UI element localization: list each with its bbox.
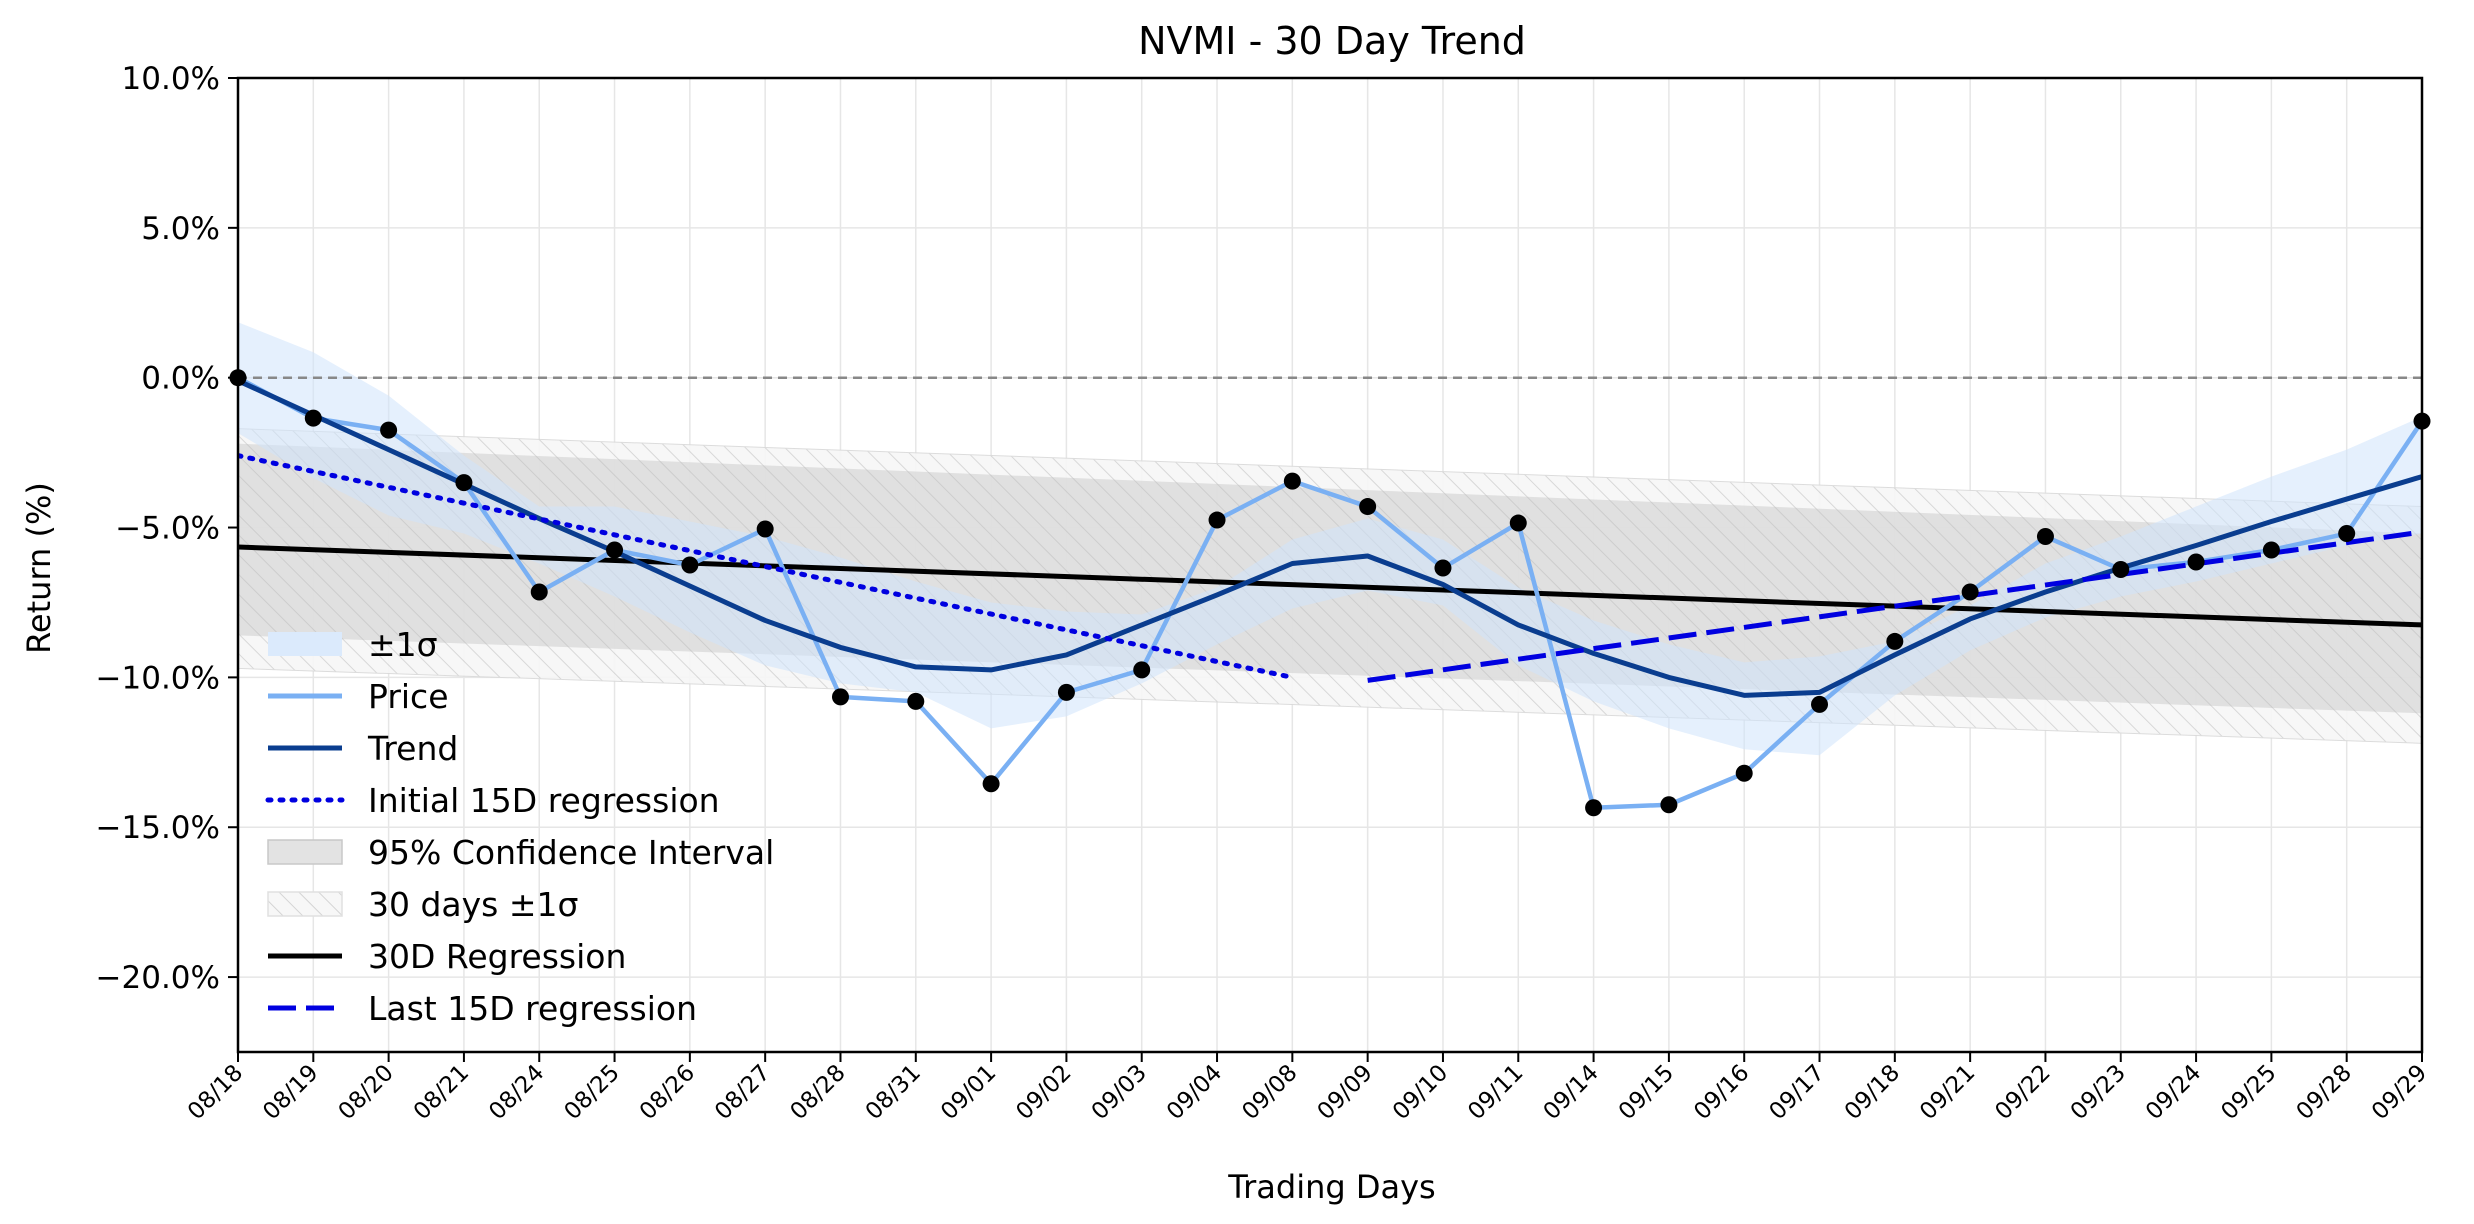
band-sigma bbox=[238, 322, 2422, 756]
price-point bbox=[380, 421, 398, 439]
legend-item: Last 15D regression bbox=[268, 989, 697, 1028]
chart-title: NVMI - 30 Day Trend bbox=[1138, 19, 1526, 63]
legend-item: Initial 15D regression bbox=[265, 781, 720, 820]
y-tick-label: −15.0% bbox=[96, 810, 220, 846]
price-point bbox=[1133, 661, 1151, 679]
price-point bbox=[2338, 525, 2356, 543]
y-tick-label: −10.0% bbox=[96, 660, 220, 696]
price-point bbox=[2187, 553, 2205, 571]
legend-label: 30D Regression bbox=[368, 937, 626, 976]
price-point bbox=[1434, 559, 1452, 577]
price-point bbox=[756, 520, 774, 538]
legend-item: 95% Confidence Interval bbox=[267, 833, 774, 872]
y-tick-label: −5.0% bbox=[115, 511, 220, 547]
plot-frame bbox=[236, 76, 2424, 1054]
price-point bbox=[831, 688, 849, 706]
x-axis-label: Trading Days bbox=[1227, 1168, 1435, 1206]
legend-swatch bbox=[268, 632, 342, 656]
y-tick-label: 0.0% bbox=[141, 361, 220, 397]
price-point bbox=[1057, 683, 1075, 701]
legend-swatch bbox=[267, 839, 343, 865]
price-point bbox=[304, 409, 322, 427]
legend-label: 30 days ±1σ bbox=[368, 885, 578, 924]
legend-item: Price bbox=[268, 677, 449, 716]
price-point bbox=[1735, 764, 1753, 782]
legend-label: Trend bbox=[367, 729, 458, 768]
legend-item: ±1σ bbox=[268, 625, 438, 664]
price-point bbox=[982, 775, 1000, 793]
legend-label: Last 15D regression bbox=[368, 989, 697, 1028]
legend-swatch bbox=[267, 891, 343, 917]
y-tick-label: 10.0% bbox=[122, 61, 220, 97]
legend-label: Initial 15D regression bbox=[368, 781, 720, 820]
legend-label: Price bbox=[368, 677, 449, 716]
price-point bbox=[1886, 632, 1904, 650]
price-line bbox=[238, 375, 2422, 811]
trend-line bbox=[238, 378, 2422, 698]
legend-label: 95% Confidence Interval bbox=[368, 833, 774, 872]
price-point bbox=[907, 692, 925, 710]
legend: ±1σ Price Trend Initial 15D regression 95% C… bbox=[265, 625, 774, 1028]
legend-label: ±1σ bbox=[368, 625, 438, 664]
price-point bbox=[2112, 560, 2130, 578]
y-tick-label: 5.0% bbox=[141, 211, 220, 247]
price-point bbox=[2262, 541, 2280, 559]
legend-item: Trend bbox=[268, 729, 458, 768]
price-point bbox=[1961, 583, 1979, 601]
price-point bbox=[681, 556, 699, 574]
legend-item: 30D Regression bbox=[268, 937, 626, 976]
price-point bbox=[1283, 472, 1301, 490]
y-axis-label: Return (%) bbox=[20, 482, 58, 654]
initial-15d-regression-line bbox=[238, 453, 1295, 680]
y-tick-label: −20.0% bbox=[96, 960, 220, 996]
price-point bbox=[1359, 498, 1377, 516]
price-point bbox=[2036, 528, 2054, 546]
price-point bbox=[1660, 796, 1678, 814]
last-15d-regression-line bbox=[1367, 529, 2422, 683]
price-point bbox=[1585, 799, 1603, 817]
price-point bbox=[1208, 511, 1226, 529]
price-point bbox=[606, 541, 624, 559]
regression-30d-line bbox=[238, 544, 2422, 628]
price-point bbox=[1811, 695, 1829, 713]
series-lines bbox=[238, 375, 2422, 811]
price-point bbox=[1509, 514, 1527, 532]
legend-item: 30 days ±1σ bbox=[267, 885, 578, 924]
price-point bbox=[530, 583, 548, 601]
price-point bbox=[455, 474, 473, 492]
